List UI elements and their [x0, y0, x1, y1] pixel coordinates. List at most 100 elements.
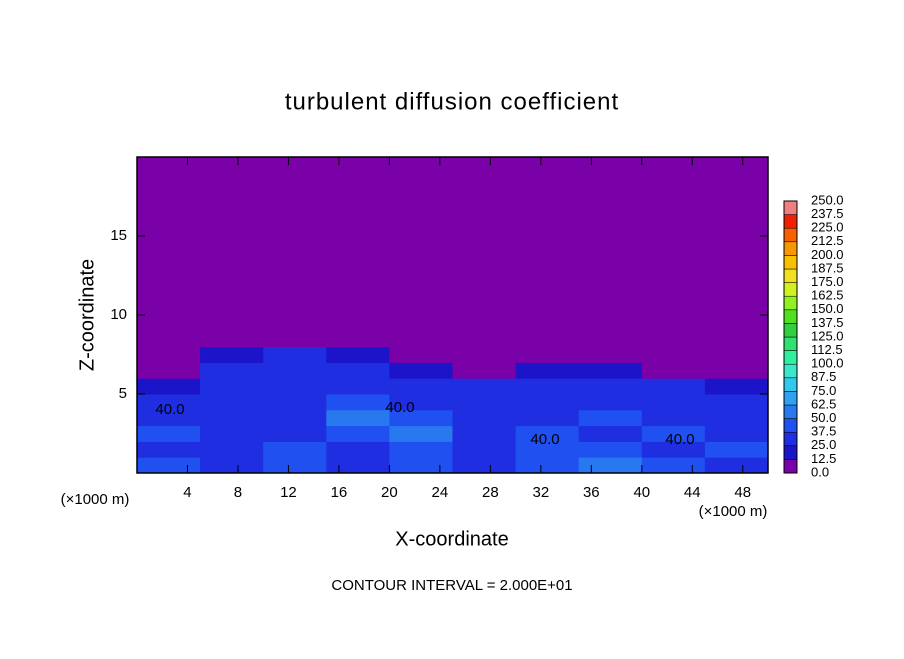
colorbar-label: 125.0 [811, 328, 844, 343]
x-unit-left: (×1000 m) [61, 491, 130, 508]
colorbar-label: 112.5 [811, 342, 843, 357]
heatmap-cell [578, 346, 643, 363]
colorbar-swatch [783, 336, 798, 351]
heatmap-cell [704, 441, 769, 458]
colorbar-swatch [783, 227, 798, 243]
heatmap-cell [389, 157, 453, 332]
heatmap-cell [452, 330, 517, 348]
heatmap-cell [515, 409, 580, 427]
heatmap-cell [326, 362, 390, 379]
y-tick-label: 5 [119, 385, 127, 402]
x-tick-label: 4 [183, 484, 191, 501]
heatmap-cell [326, 425, 390, 442]
colorbar-label: 87.5 [811, 369, 836, 384]
heatmap-cell [389, 425, 453, 442]
x-tick-label: 12 [280, 484, 297, 501]
colorbar-label: 62.5 [811, 396, 836, 411]
y-tick-label: 10 [110, 306, 127, 323]
heatmap-cell [704, 157, 769, 332]
heatmap-cell [326, 441, 390, 458]
heatmap-cell [578, 457, 643, 474]
heatmap-cell [452, 457, 517, 474]
colorbar-swatch [783, 350, 798, 365]
heatmap-cell [200, 330, 264, 348]
colorbar-swatch [783, 214, 798, 229]
heatmap-cell [578, 378, 643, 395]
heatmap-cell [515, 346, 580, 363]
heatmap-cell [515, 157, 580, 332]
colorbar-label: 237.5 [811, 206, 844, 221]
colorbar-swatch [783, 459, 798, 474]
colorbar-swatch [783, 445, 798, 460]
heatmap-cell [137, 409, 201, 427]
heatmap-cell [263, 394, 327, 411]
colorbar-label: 150.0 [811, 301, 844, 316]
heatmap-cell [263, 457, 327, 474]
heatmap-cell [452, 441, 517, 458]
heatmap-cell [200, 409, 264, 427]
heatmap-cell [263, 378, 327, 395]
x-tick-label: 48 [734, 484, 751, 501]
heatmap-cell [200, 157, 264, 332]
colorbar-swatch [783, 241, 798, 256]
colorbar-label: 162.5 [811, 288, 844, 303]
heatmap-cell [704, 330, 769, 348]
colorbar-swatch [783, 282, 798, 297]
heatmap-cell [452, 157, 517, 332]
heatmap-cell [452, 362, 517, 379]
x-tick-label: 40 [633, 484, 650, 501]
heatmap-cell [137, 441, 201, 458]
heatmap-cell [641, 362, 706, 379]
y-axis-label: Z-coordinate [76, 259, 98, 371]
colorbar-label: 12.5 [811, 451, 836, 466]
heatmap-cell [263, 425, 327, 442]
colorbar-label: 250.0 [811, 192, 844, 207]
heatmap-cell [641, 457, 706, 474]
x-axis-label: X-coordinate [395, 528, 508, 550]
heatmap-cell [326, 409, 390, 427]
heatmap-cell [200, 362, 264, 379]
heatmap-cell [452, 394, 517, 411]
heatmap-cell [578, 441, 643, 458]
heatmap-cell [641, 157, 706, 332]
contour-label: 40.0 [385, 399, 414, 416]
heatmap-cell [200, 425, 264, 442]
colorbar-swatch [783, 418, 798, 433]
colorbar-label: 225.0 [811, 220, 844, 235]
contour-label: 40.0 [530, 431, 559, 448]
heatmap-cell [704, 409, 769, 427]
heatmap-cell [389, 457, 453, 474]
x-tick-label: 8 [234, 484, 242, 501]
heatmap-cell [641, 394, 706, 411]
heatmap-cell [389, 362, 453, 379]
colorbar-swatch [783, 268, 798, 283]
heatmap-cell [578, 394, 643, 411]
heatmap-cell [389, 378, 453, 395]
heatmap-cell [704, 394, 769, 411]
heatmap-cell [515, 441, 580, 458]
heatmap-cell [641, 409, 706, 427]
x-tick-label: 28 [482, 484, 499, 501]
footer: CONTOUR INTERVAL = 2.000E+01 [331, 577, 572, 594]
heatmap-cell [137, 378, 201, 395]
heatmap-cell [263, 441, 327, 458]
heatmap-cell [704, 378, 769, 395]
contour-label: 40.0 [155, 401, 184, 418]
colorbar-swatch [783, 309, 798, 324]
heatmap-cell [578, 425, 643, 442]
heatmap-cell [452, 346, 517, 363]
x-tick-label: 16 [331, 484, 348, 501]
x-tick-label: 32 [532, 484, 549, 501]
colorbar-swatch [783, 391, 798, 406]
heatmap-cell [704, 457, 769, 474]
heatmap-cell [263, 346, 327, 363]
colorbar-label: 187.5 [811, 260, 844, 275]
heatmap-cell [326, 457, 390, 474]
heatmap-cell [641, 425, 706, 442]
heatmap-cell [515, 330, 580, 348]
colorbar-swatch [783, 404, 798, 419]
colorbar-label: 200.0 [811, 247, 844, 262]
colorbar-label: 75.0 [811, 383, 836, 398]
heatmap-cell [326, 330, 390, 348]
colorbar-label: 37.5 [811, 424, 836, 439]
